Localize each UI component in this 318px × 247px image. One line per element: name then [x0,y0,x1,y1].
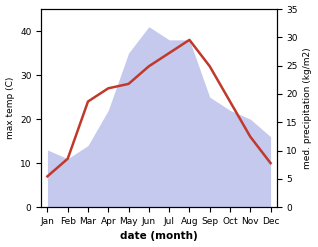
Y-axis label: med. precipitation (kg/m2): med. precipitation (kg/m2) [303,47,313,169]
Y-axis label: max temp (C): max temp (C) [5,77,15,139]
X-axis label: date (month): date (month) [120,231,198,242]
